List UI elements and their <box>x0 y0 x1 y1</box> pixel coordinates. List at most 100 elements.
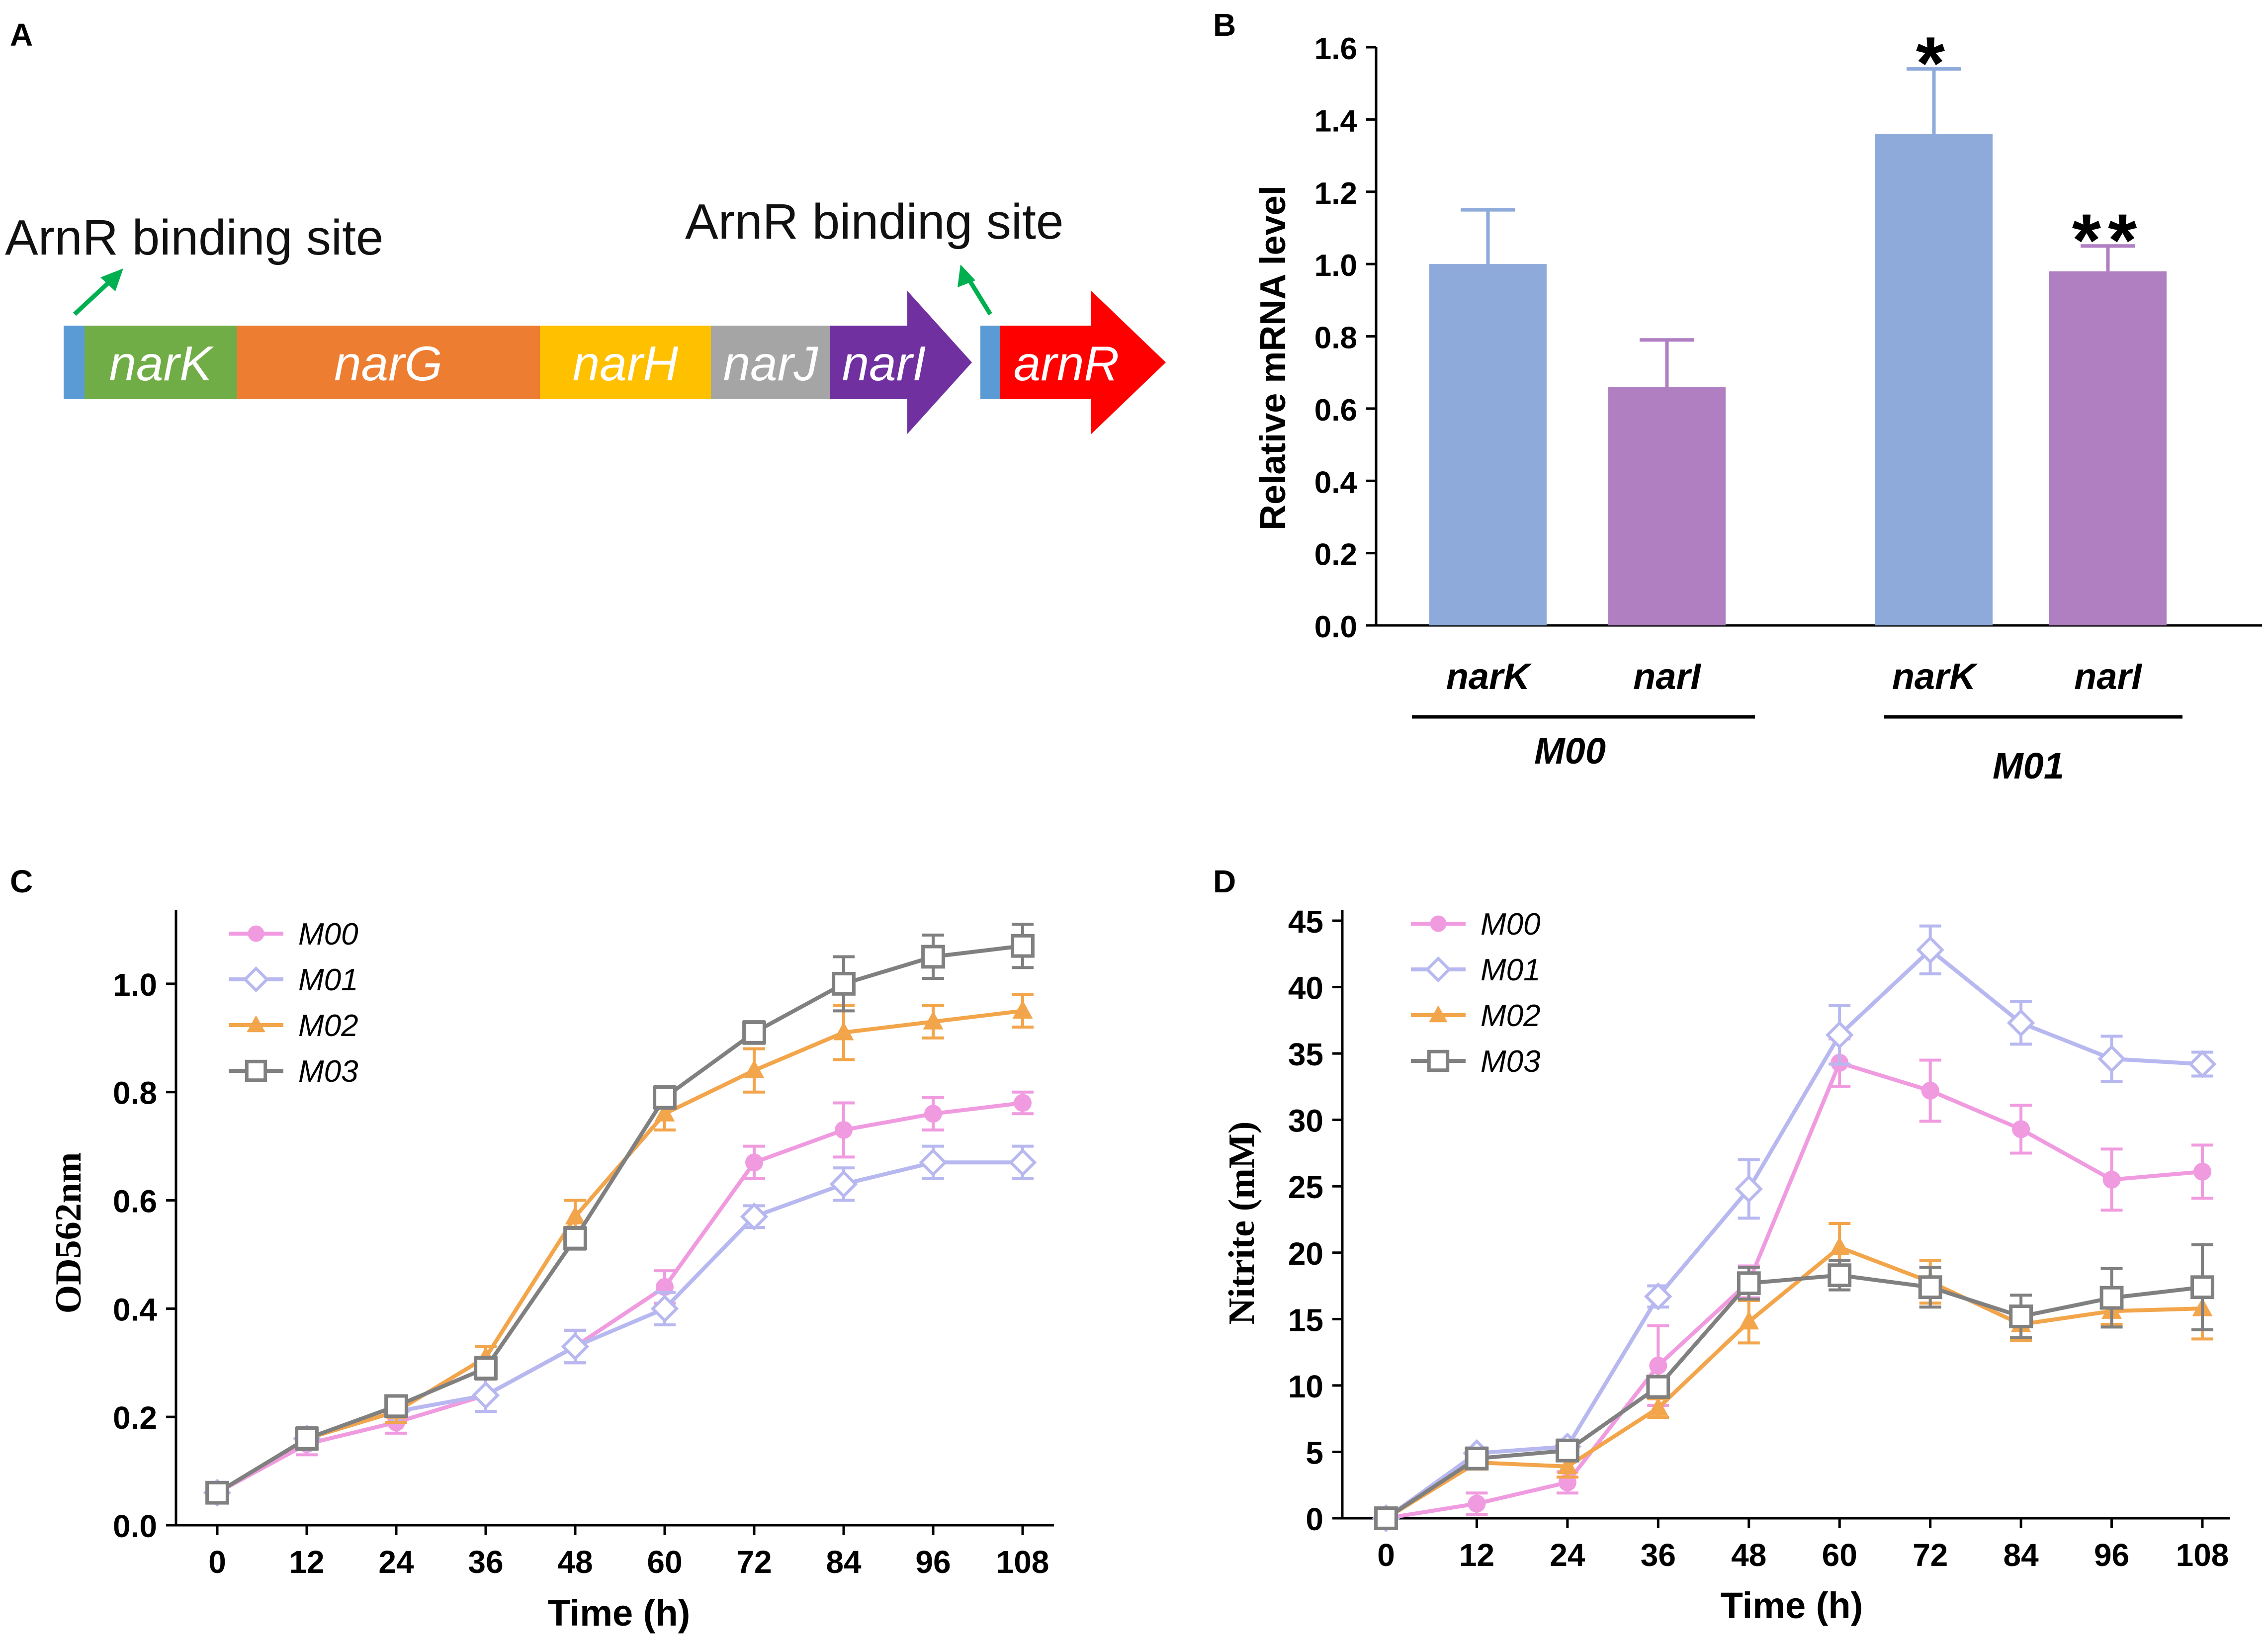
panel-c-ytick-label: 0.4 <box>113 1292 157 1327</box>
panel-d-point <box>1739 1311 1759 1330</box>
panel-d-point <box>2012 1120 2030 1138</box>
panel-b-bar-M01-narK <box>1875 134 1993 625</box>
panel-c-line-M00 <box>216 1101 1023 1495</box>
panel-c-ytick-label: 0.8 <box>113 1075 157 1111</box>
panel-b-ytick-label: 0.2 <box>1314 538 1357 572</box>
panel-b-significance: ** <box>2072 198 2144 282</box>
gene-label-narK: narK <box>109 336 214 391</box>
panel-c-point <box>650 1295 679 1323</box>
panel-c-xtick-label: 72 <box>736 1544 772 1580</box>
panel-d: D Nitrite (mM) Time (h) 0 5 10 15 20 25 30 35 40… <box>1213 864 2230 1626</box>
panel-d-legend-label: M02 <box>1481 999 1541 1033</box>
panel-c-ytick-label: 0.6 <box>113 1184 157 1219</box>
panel-d-xtick-label: 48 <box>1731 1537 1766 1573</box>
panel-d-ytick-label: 25 <box>1288 1169 1323 1205</box>
panel-b: B Relative mRNA level 0.0 0.2 0.4 0.6 0.8 1.0… <box>1213 7 2262 786</box>
panel-d-line-M02 <box>1385 1245 2203 1520</box>
panel-d-point <box>1555 1438 1579 1463</box>
gene-label-narJ: narJ <box>723 336 819 391</box>
panel-d-series-M03 <box>1374 1243 2214 1530</box>
panel-c-plot: 0.0 0.2 0.4 0.6 0.8 1.0 0 12 24 36 48 60 72 84 96 108 M0… <box>113 910 1054 1580</box>
panel-b-ytick-label: 0.4 <box>1314 465 1358 500</box>
panel-c: C OD562nm Time (h) 0.0 0.2 0.4 0.6 0.8 1.0 0 12… <box>10 864 1054 1634</box>
panel-c-point <box>923 1011 944 1030</box>
panel-c-point <box>1008 1148 1037 1177</box>
panel-c-point <box>921 945 945 969</box>
panel-c-point <box>740 1202 769 1231</box>
panel-c-xtick-label: 12 <box>289 1544 324 1580</box>
panel-d-legend-marker <box>1425 956 1452 983</box>
panel-d-point <box>1918 1275 1942 1300</box>
panel-b-ytick-label: 1.6 <box>1314 32 1357 66</box>
panel-d-point <box>1916 936 1944 964</box>
panel-b-xtick-m00-narI: narI <box>1633 656 1701 697</box>
panel-c-label: C <box>10 864 33 899</box>
panel-c-legend-marker <box>245 1059 267 1082</box>
panel-d-line-M03 <box>1385 1273 2203 1520</box>
panel-a: A ArnR binding site ArnR binding site na… <box>5 17 1166 434</box>
panel-d-point <box>1644 1282 1672 1311</box>
panel-d-xtick-label: 24 <box>1550 1537 1585 1573</box>
panel-d-point <box>1921 1081 1939 1100</box>
panel-d-xtick-label: 96 <box>2094 1537 2129 1573</box>
panel-c-point <box>1012 1000 1033 1019</box>
panel-c-ytick-label: 0.2 <box>113 1400 157 1436</box>
panel-c-point <box>744 1059 765 1078</box>
panel-c-ylabel: OD562nm <box>48 1152 89 1314</box>
panel-b-group-label-m00: M00 <box>1534 730 1606 772</box>
panel-c-point <box>919 1148 948 1177</box>
panel-b-ytick-label: 1.2 <box>1314 176 1357 211</box>
panel-c-point <box>295 1426 319 1451</box>
panel-c-point <box>653 1085 677 1110</box>
panel-d-point <box>1737 1271 1761 1296</box>
gene-narJ <box>711 326 830 399</box>
panel-d-ytick-label: 20 <box>1288 1236 1323 1272</box>
panel-c-point <box>1011 934 1035 958</box>
panel-c-xlabel: Time (h) <box>548 1592 690 1634</box>
panel-d-xtick-label: 72 <box>1913 1537 1948 1573</box>
panel-d-ytick-label: 15 <box>1288 1302 1323 1338</box>
binding-site-box-2 <box>980 326 1000 399</box>
gene-label-narH: narH <box>573 336 679 391</box>
panel-c-series-M01 <box>203 1144 1037 1507</box>
panel-d-point <box>2193 1162 2211 1181</box>
panel-c-legend-marker <box>243 966 269 993</box>
panel-d-legend-label: M01 <box>1481 953 1541 987</box>
panel-b-label: B <box>1213 7 1236 43</box>
panel-d-point <box>1828 1263 1852 1288</box>
panel-d-point <box>1468 1494 1486 1513</box>
panel-d-point <box>1374 1506 1398 1530</box>
panel-c-point <box>565 1206 586 1224</box>
panel-c-point <box>829 1170 858 1199</box>
panel-d-legend-marker <box>1429 1005 1448 1023</box>
panel-d-point <box>1557 1456 1578 1475</box>
panel-c-series-M03 <box>205 923 1035 1505</box>
panel-b-bar-M01-narI <box>2049 271 2167 625</box>
panel-c-point <box>384 1394 408 1418</box>
panel-d-xtick-label: 84 <box>2004 1537 2039 1573</box>
panel-d-ytick-label: 5 <box>1306 1435 1323 1471</box>
panel-d-point <box>1648 1397 1668 1416</box>
panel-c-xtick-label: 84 <box>826 1544 862 1580</box>
panel-d-point <box>1465 1446 1489 1471</box>
panel-c-point <box>742 1021 766 1044</box>
panel-b-ytick-label: 1.4 <box>1314 104 1358 138</box>
panel-d-ytick-label: 10 <box>1288 1369 1323 1404</box>
binding-site-box-1 <box>64 326 85 399</box>
panel-c-point <box>832 972 856 996</box>
panel-d-point <box>2006 1009 2035 1037</box>
panel-c-point <box>835 1121 853 1139</box>
panel-b-group-label-m01: M01 <box>1993 745 2064 786</box>
panel-c-point <box>924 1105 942 1123</box>
panel-c-xtick-label: 108 <box>996 1544 1049 1580</box>
panel-d-point <box>2099 1286 2124 1310</box>
panel-d-line-M01 <box>1385 947 2203 1520</box>
panel-c-legend-marker <box>247 1015 265 1033</box>
panel-d-point <box>1735 1175 1763 1203</box>
panel-c-series-M00 <box>206 1090 1034 1502</box>
panel-b-ytick-label: 1.0 <box>1314 249 1357 283</box>
panel-d-point <box>1646 1375 1670 1399</box>
panel-d-legend-label: M00 <box>1481 907 1541 942</box>
panel-d-point <box>2102 1170 2121 1189</box>
panel-d-legend-marker <box>1430 915 1447 932</box>
